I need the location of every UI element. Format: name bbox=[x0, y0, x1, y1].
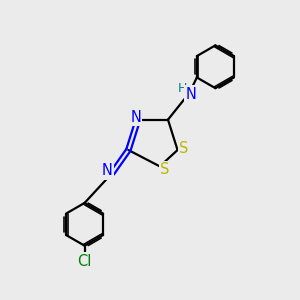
Text: Cl: Cl bbox=[77, 254, 92, 269]
Text: S: S bbox=[179, 141, 189, 156]
Text: H: H bbox=[178, 82, 188, 95]
Text: N: N bbox=[185, 87, 196, 102]
Text: N: N bbox=[101, 163, 112, 178]
Text: S: S bbox=[160, 162, 170, 177]
Text: N: N bbox=[130, 110, 141, 125]
